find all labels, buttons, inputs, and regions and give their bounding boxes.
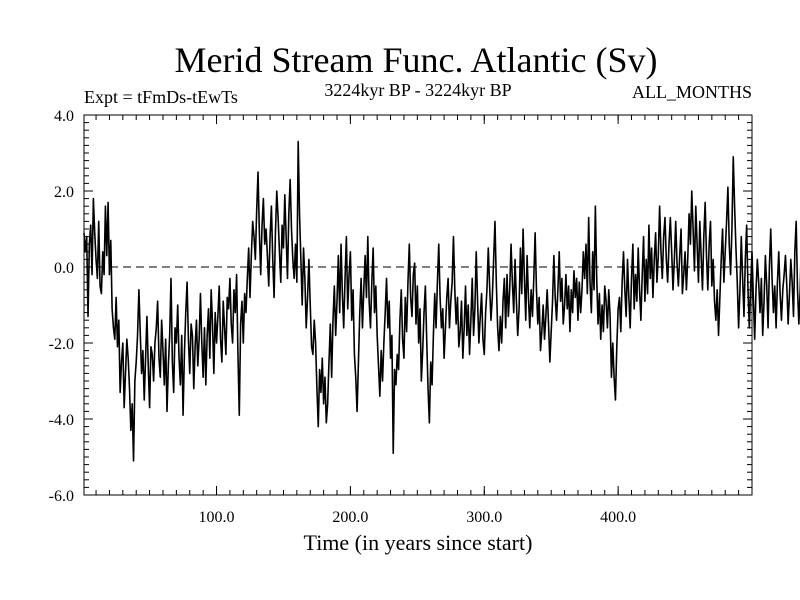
y-tick-label: 2.0: [54, 184, 74, 201]
y-tick-label: -6.0: [49, 488, 74, 505]
x-tick-label: 300.0: [466, 509, 502, 526]
axis-ticks: 4.0 2.0 0.0 -2.0 -4.0 -6.0 100.0 200.0 300.0 400.…: [49, 108, 753, 526]
y-tick-label: 4.0: [54, 108, 74, 125]
y-tick-label: 0.0: [54, 260, 74, 277]
data-series-line: [83, 140, 800, 462]
x-tick-label: 100.0: [199, 509, 235, 526]
y-tick-label: -2.0: [49, 336, 74, 353]
months-label: ALL_MONTHS: [632, 82, 752, 102]
time-range-label: 3224kyr BP - 3224kyr BP: [324, 80, 511, 100]
x-axis-label: Time (in years since start): [304, 530, 533, 555]
chart-title: Merid Stream Func. Atlantic (Sv): [175, 40, 658, 80]
x-tick-label: 200.0: [332, 509, 368, 526]
experiment-label: Expt = tFmDs-tEwTs: [84, 87, 238, 107]
x-tick-label: 400.0: [600, 509, 636, 526]
y-tick-label: -4.0: [49, 412, 74, 429]
